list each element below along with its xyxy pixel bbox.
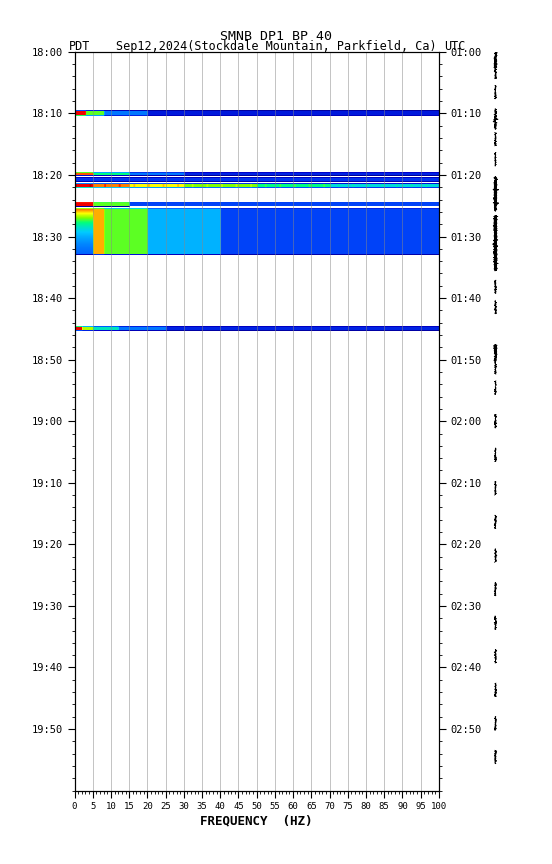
Text: SMNB DP1 BP 40: SMNB DP1 BP 40 [220,29,332,43]
Text: Sep12,2024(Stockdale Mountain, Parkfield, Ca): Sep12,2024(Stockdale Mountain, Parkfield… [116,40,436,54]
X-axis label: FREQUENCY  (HZ): FREQUENCY (HZ) [200,814,313,827]
Text: UTC: UTC [444,40,466,54]
Text: PDT: PDT [69,40,91,54]
